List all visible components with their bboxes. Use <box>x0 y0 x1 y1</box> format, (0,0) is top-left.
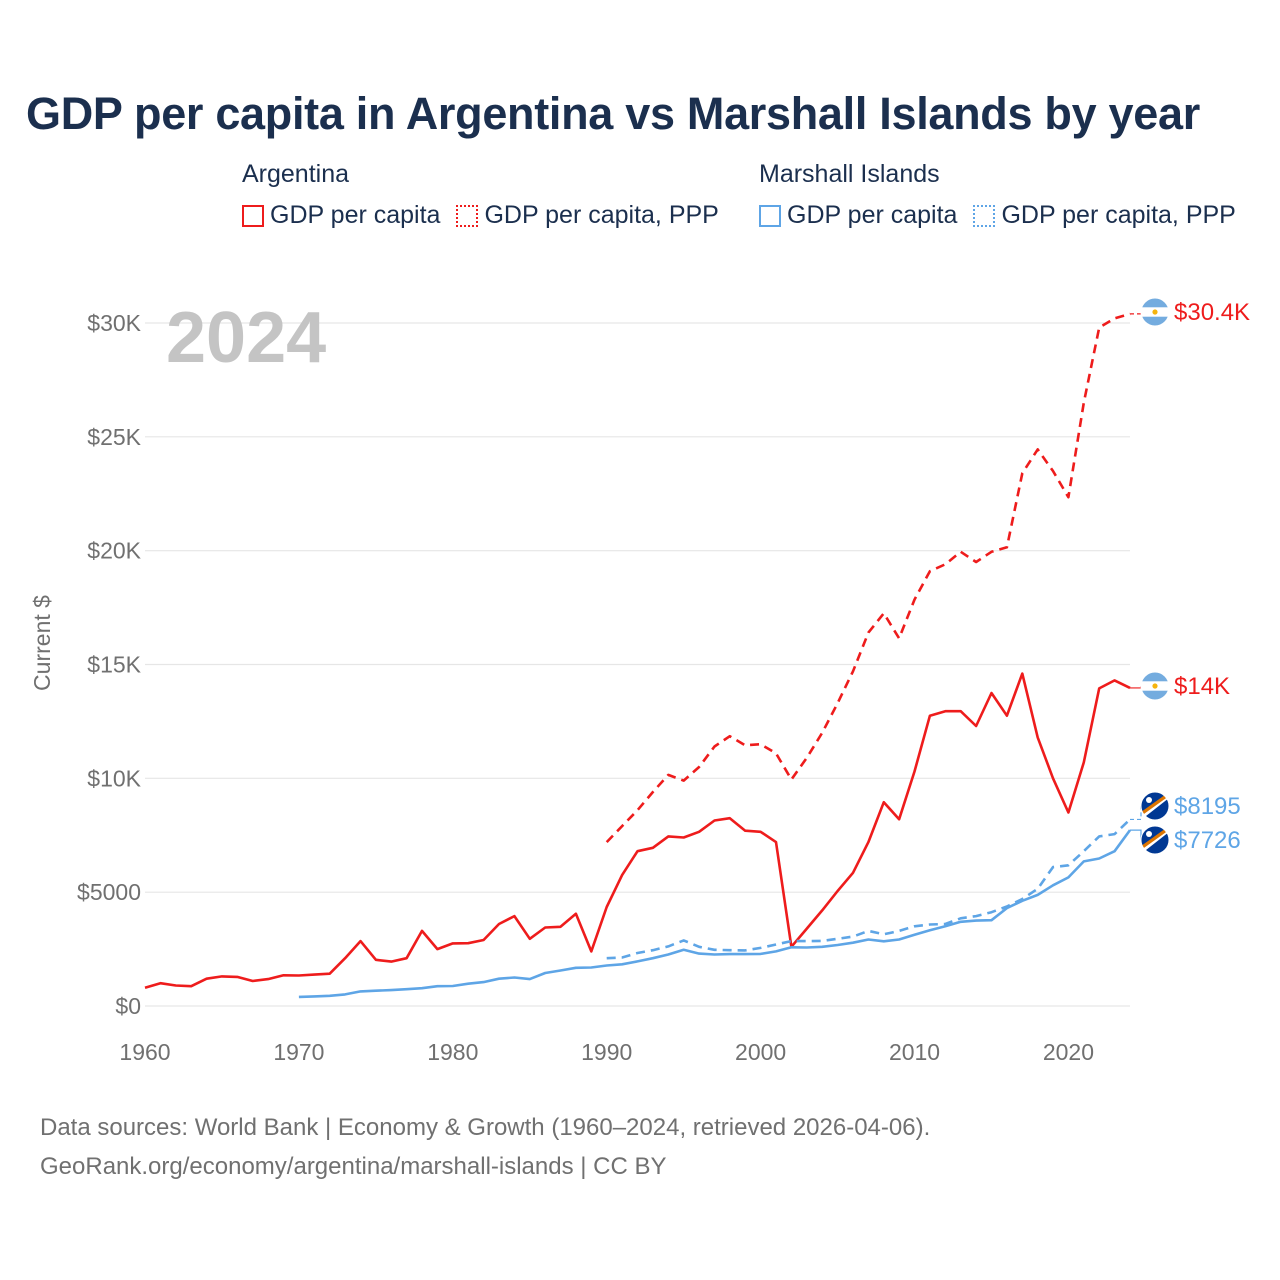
end-label-connector <box>1130 312 1142 315</box>
footer-link[interactable]: GeoRank.org/economy/argentina/marshall-i… <box>40 1153 667 1180</box>
chart-title: GDP per capita in Argentina vs Marshall … <box>26 88 1200 139</box>
y-tick-label: $25K <box>87 424 141 450</box>
series-lines <box>144 312 1132 999</box>
legend-item-label: GDP per capita <box>270 201 441 229</box>
legend-swatch-dotted <box>973 204 996 227</box>
end-label-connector <box>1130 686 1142 689</box>
x-tick-label: 2010 <box>889 1039 940 1065</box>
y-tick-label: $5000 <box>77 879 141 905</box>
y-tick-label: $15K <box>87 652 141 678</box>
legend-swatch-solid <box>242 204 264 227</box>
axes: $0 $5000 $10K $15K $20K $25K $30K 1960 1970 1980 1… <box>77 310 1094 1065</box>
y-tick-label: $0 <box>115 993 141 1019</box>
legend-item-label: GDP per capita, PPP <box>1001 201 1236 229</box>
x-tick-label: 1990 <box>581 1039 632 1065</box>
legend-item-marshall-gdp-ppp[interactable]: GDP per capita, PPP <box>973 201 1236 230</box>
x-tick-label: 1960 <box>119 1039 170 1065</box>
end-labels: $30.4K $14K $8195 $7726 <box>1130 297 1250 855</box>
series-line[interactable] <box>606 818 1131 960</box>
footer: Data sources: World Bank | Economy & Gro… <box>40 1108 930 1186</box>
y-tick-label: $10K <box>87 765 141 791</box>
x-tick-label: 2000 <box>735 1039 786 1065</box>
series-line[interactable] <box>605 312 1131 844</box>
x-tick-label: 1970 <box>273 1039 324 1065</box>
end-value-label: $30.4K <box>1174 299 1250 326</box>
argentina-flag-icon <box>1140 297 1170 327</box>
x-tick-label: 2020 <box>1043 1039 1094 1065</box>
footer-source: Data sources: World Bank | Economy & Gro… <box>40 1114 931 1141</box>
legend-group-argentina: Argentina GDP per capita GDP per capita,… <box>242 160 719 230</box>
end-value-label: $8195 <box>1174 793 1241 820</box>
legend-item-label: GDP per capita <box>787 201 958 229</box>
legend-country-label: Argentina <box>242 160 350 188</box>
legend-group-marshall-islands: Marshall Islands GDP per capita GDP per … <box>759 160 1236 230</box>
legend-swatch-solid <box>759 204 781 227</box>
y-tick-label: $20K <box>87 538 141 564</box>
legend-swatch-dotted <box>456 204 479 227</box>
y-axis-label: Current $ <box>29 595 55 691</box>
legend-item-argentina-gdp-ppp[interactable]: GDP per capita, PPP <box>456 201 719 230</box>
end-value-label: $7726 <box>1174 827 1241 854</box>
legend-item-label: GDP per capita, PPP <box>484 201 719 229</box>
grid-lines <box>145 322 1130 1007</box>
y-tick-label: $30K <box>87 310 141 336</box>
marshall-islands-flag-icon <box>1140 791 1170 821</box>
marshall-islands-flag-icon <box>1140 825 1170 855</box>
legend-item-argentina-gdp[interactable]: GDP per capita <box>242 201 440 230</box>
year-watermark: 2024 <box>166 298 326 378</box>
series-line[interactable] <box>298 829 1132 999</box>
x-tick-label: 1980 <box>427 1039 478 1065</box>
legend-country-label: Marshall Islands <box>759 160 940 188</box>
end-value-label: $14K <box>1174 673 1230 700</box>
end-label-connector <box>1130 806 1142 821</box>
legend-item-marshall-gdp[interactable]: GDP per capita <box>759 201 957 230</box>
end-label-connector <box>1130 829 1142 840</box>
series-line[interactable] <box>144 672 1131 990</box>
argentina-flag-icon <box>1140 671 1170 701</box>
